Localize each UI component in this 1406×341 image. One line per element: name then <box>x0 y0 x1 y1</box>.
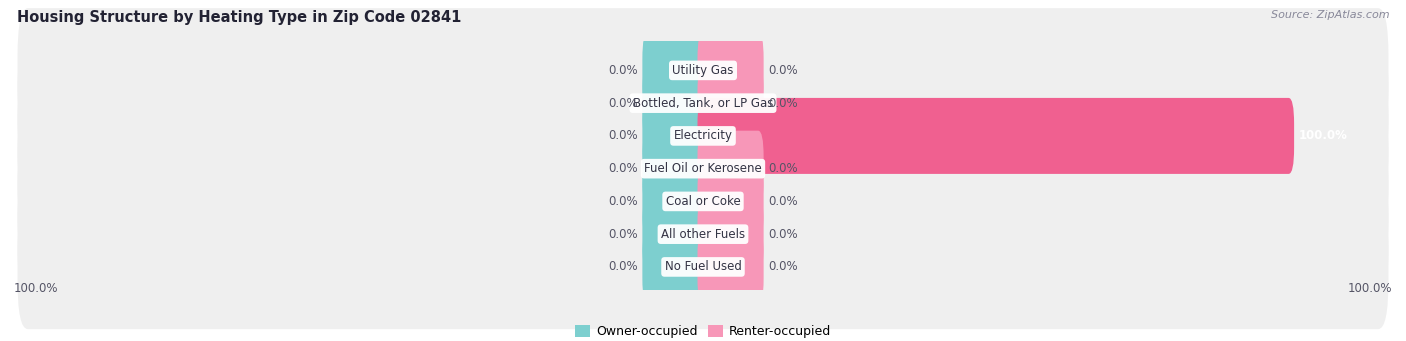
FancyBboxPatch shape <box>643 98 709 174</box>
Text: 100.0%: 100.0% <box>14 282 59 295</box>
FancyBboxPatch shape <box>17 41 1389 165</box>
Text: 0.0%: 0.0% <box>769 195 799 208</box>
Text: No Fuel Used: No Fuel Used <box>665 261 741 273</box>
FancyBboxPatch shape <box>697 98 1294 174</box>
Text: 0.0%: 0.0% <box>607 162 637 175</box>
FancyBboxPatch shape <box>643 229 709 305</box>
Text: 0.0%: 0.0% <box>769 162 799 175</box>
FancyBboxPatch shape <box>643 131 709 207</box>
Text: Bottled, Tank, or LP Gas: Bottled, Tank, or LP Gas <box>633 97 773 110</box>
FancyBboxPatch shape <box>17 106 1389 231</box>
Text: 0.0%: 0.0% <box>607 261 637 273</box>
Text: 0.0%: 0.0% <box>607 97 637 110</box>
FancyBboxPatch shape <box>17 74 1389 198</box>
FancyBboxPatch shape <box>643 32 709 108</box>
FancyBboxPatch shape <box>643 163 709 239</box>
FancyBboxPatch shape <box>697 163 763 239</box>
Text: Electricity: Electricity <box>673 129 733 143</box>
FancyBboxPatch shape <box>17 205 1389 329</box>
Text: Coal or Coke: Coal or Coke <box>665 195 741 208</box>
Text: 100.0%: 100.0% <box>1299 129 1348 143</box>
Text: All other Fuels: All other Fuels <box>661 228 745 241</box>
FancyBboxPatch shape <box>17 172 1389 296</box>
FancyBboxPatch shape <box>643 65 709 141</box>
Text: Utility Gas: Utility Gas <box>672 64 734 77</box>
Text: 0.0%: 0.0% <box>607 228 637 241</box>
Text: 100.0%: 100.0% <box>1347 282 1392 295</box>
Text: Source: ZipAtlas.com: Source: ZipAtlas.com <box>1271 10 1389 20</box>
FancyBboxPatch shape <box>697 65 763 141</box>
Text: 0.0%: 0.0% <box>769 97 799 110</box>
FancyBboxPatch shape <box>17 8 1389 133</box>
FancyBboxPatch shape <box>697 131 763 207</box>
FancyBboxPatch shape <box>643 196 709 272</box>
FancyBboxPatch shape <box>697 196 763 272</box>
Legend: Owner-occupied, Renter-occupied: Owner-occupied, Renter-occupied <box>575 325 831 338</box>
Text: 0.0%: 0.0% <box>769 228 799 241</box>
Text: Fuel Oil or Kerosene: Fuel Oil or Kerosene <box>644 162 762 175</box>
Text: 0.0%: 0.0% <box>607 195 637 208</box>
Text: Housing Structure by Heating Type in Zip Code 02841: Housing Structure by Heating Type in Zip… <box>17 10 461 25</box>
Text: 0.0%: 0.0% <box>607 129 637 143</box>
FancyBboxPatch shape <box>697 32 763 108</box>
Text: 0.0%: 0.0% <box>769 64 799 77</box>
Text: 0.0%: 0.0% <box>607 64 637 77</box>
FancyBboxPatch shape <box>17 139 1389 264</box>
Text: 0.0%: 0.0% <box>769 261 799 273</box>
FancyBboxPatch shape <box>697 229 763 305</box>
